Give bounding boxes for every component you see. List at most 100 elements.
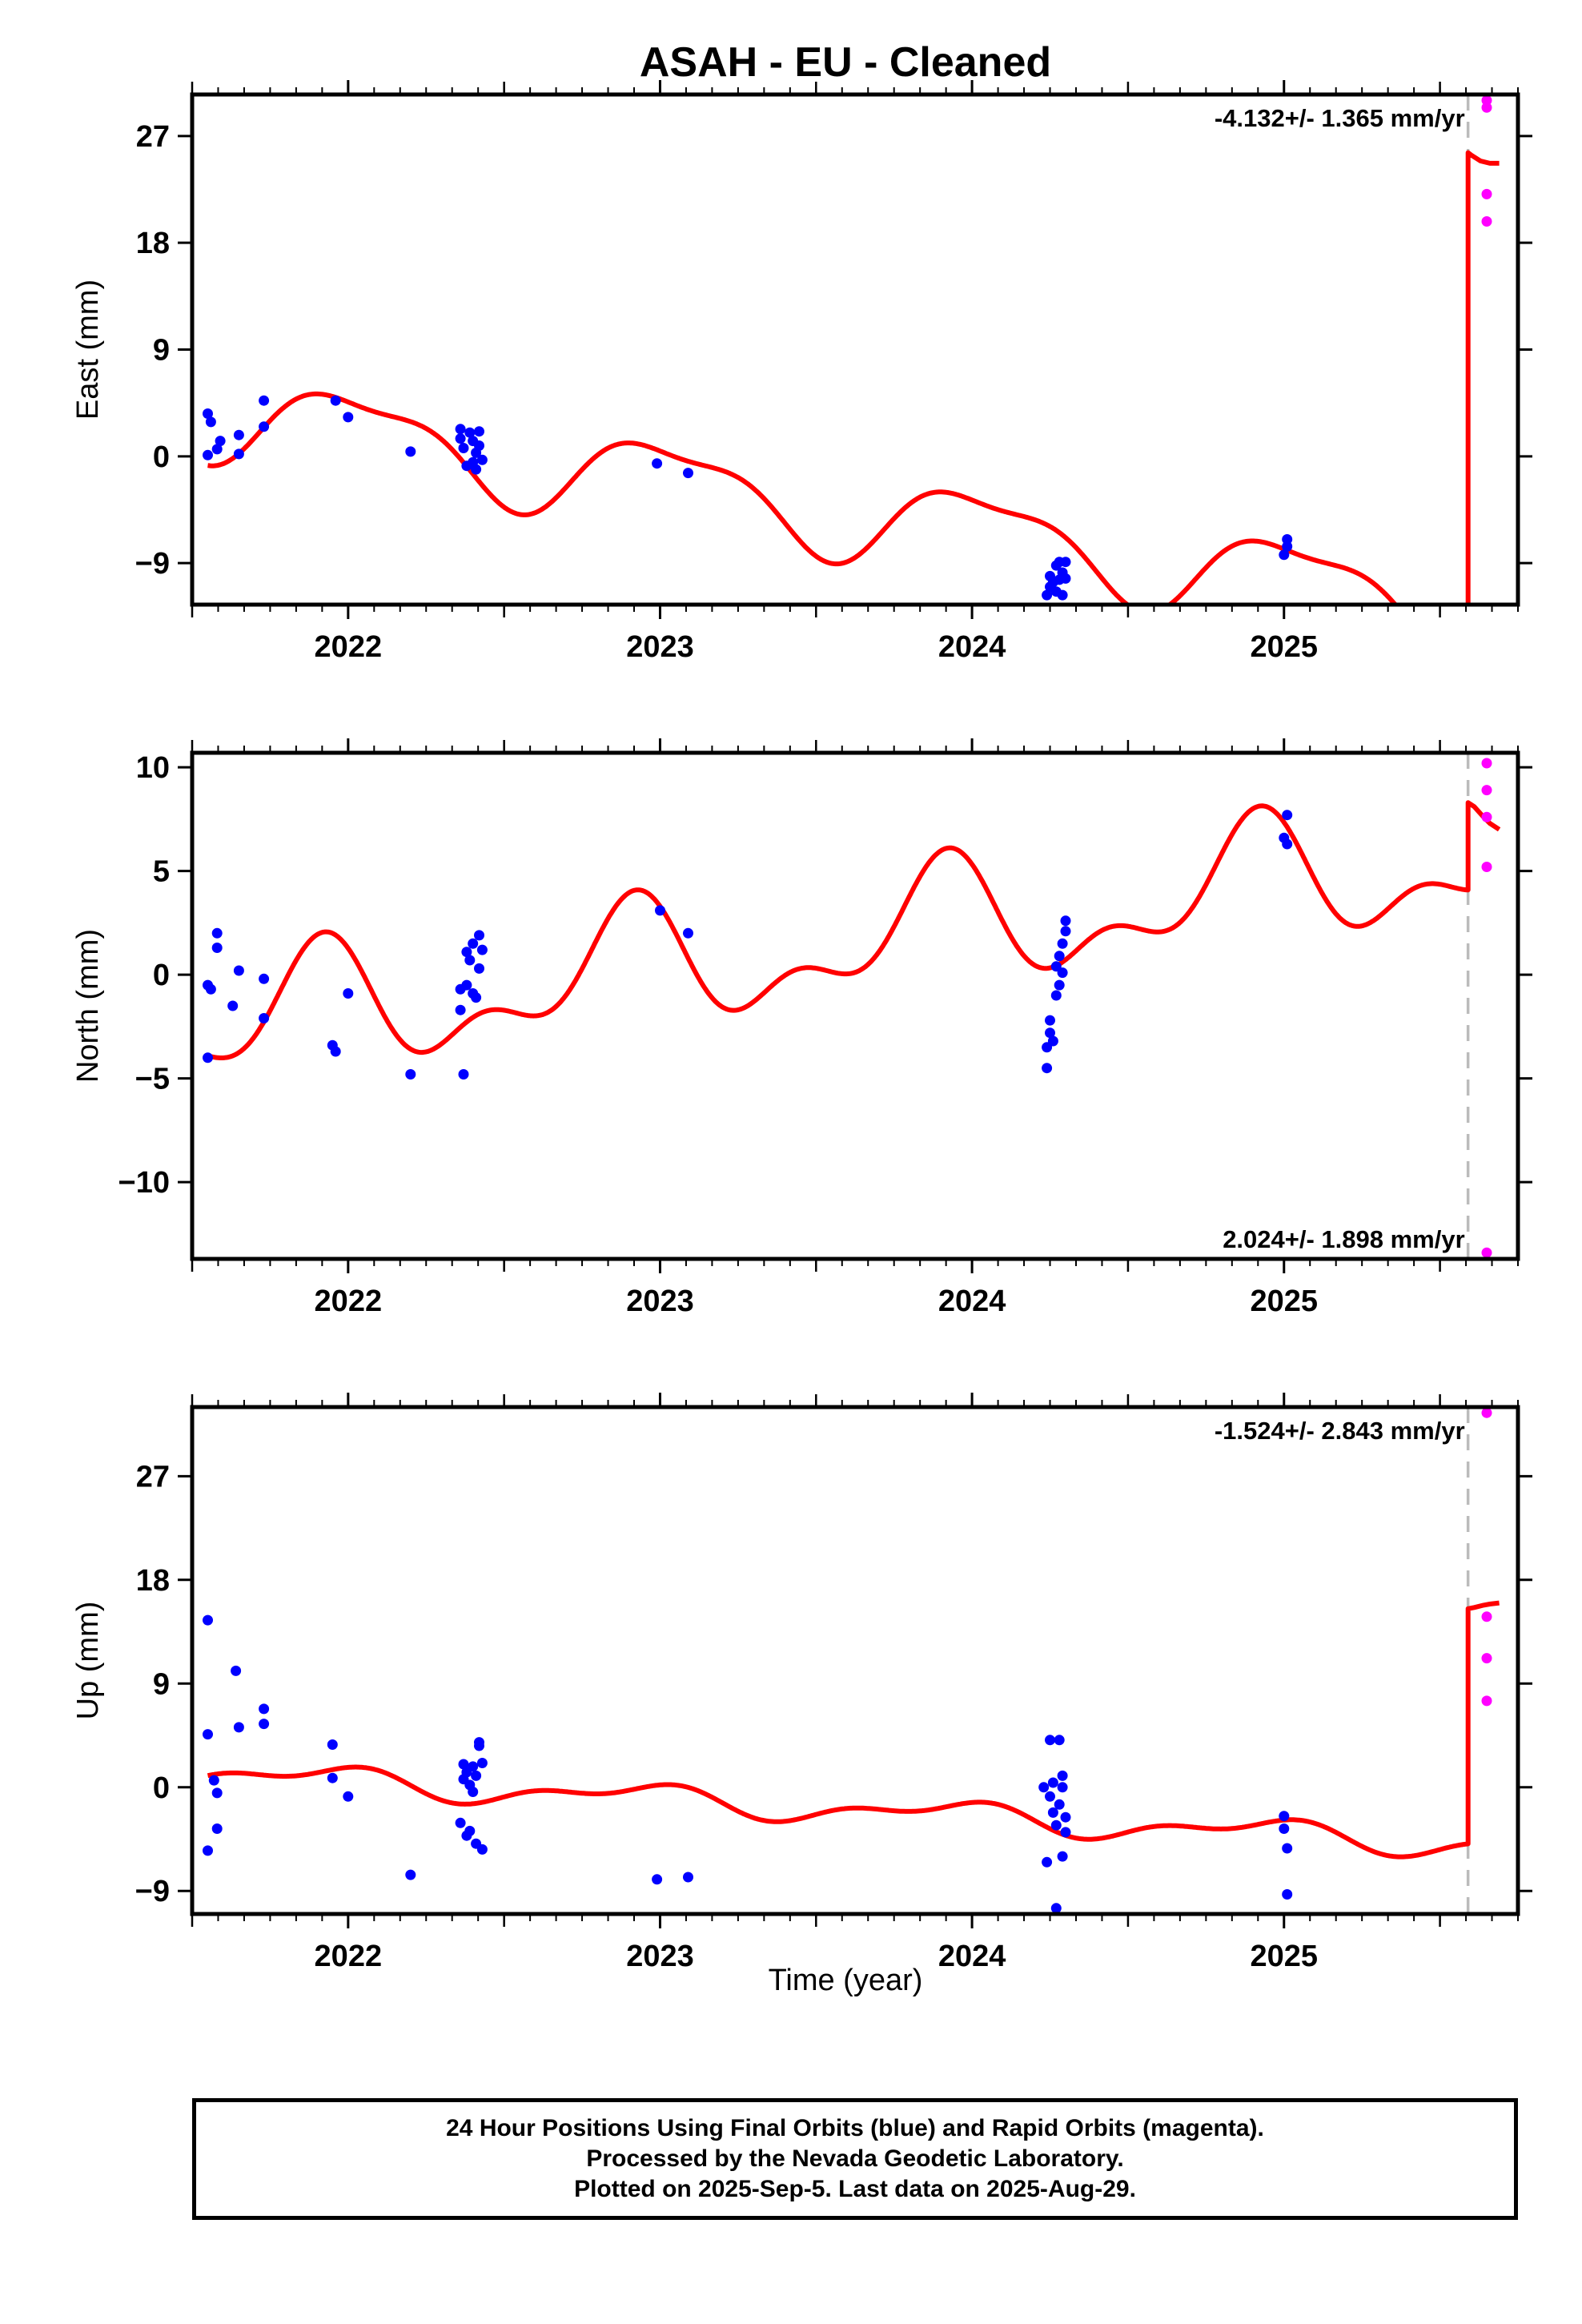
north-data-point (259, 1013, 270, 1023)
up-data-point (208, 1775, 219, 1786)
north-data-point (343, 988, 354, 999)
north-data-point (1045, 1027, 1055, 1039)
up-data-point (211, 1787, 223, 1799)
north-data-point (1481, 758, 1492, 769)
up-data-point (476, 1758, 488, 1768)
north-plot-frame (190, 750, 1520, 1261)
east-data-point (1282, 541, 1293, 552)
east-data-point (1060, 573, 1071, 584)
north-data-point (683, 927, 693, 939)
east-data-point (1060, 557, 1071, 568)
up-series-rapid (1481, 1407, 1492, 1707)
east-data-point (683, 468, 693, 479)
up-y-axis-label: Up (mm) (71, 1602, 105, 1720)
up-data-point (1047, 1777, 1058, 1788)
up-data-point (327, 1772, 338, 1783)
up-data-point (474, 1737, 484, 1748)
up-x-tick-label: 2024 (938, 1940, 1006, 1973)
up-y-tick-label: 27 (136, 1460, 170, 1494)
up-data-point (1057, 1782, 1068, 1793)
caption-line-1: 24 Hour Positions Using Final Orbits (bl… (446, 2115, 1264, 2141)
north-data-point (655, 905, 665, 916)
up-data-point (1279, 1823, 1290, 1834)
east-data-point (1279, 549, 1290, 561)
up-data-point (1481, 1695, 1492, 1707)
up-data-point (1042, 1856, 1053, 1868)
up-data-point (1279, 1811, 1290, 1822)
north-panel: 2022 2023 2024 2025 −10 −5 0 5 10 North (mm) 2.024… (71, 738, 1532, 1318)
east-data-point (471, 464, 482, 475)
up-x-tick-label: 2025 (1250, 1940, 1318, 1973)
up-data-point (652, 1874, 663, 1885)
up-data-point (203, 1614, 213, 1626)
east-panel: 2022 2023 2024 2025 −9 0 9 18 27 East (mm) -4.132+… (71, 80, 1532, 664)
north-y-tick-label: 10 (136, 751, 170, 785)
east-data-point (476, 454, 488, 465)
east-data-point (1481, 188, 1492, 199)
east-x-tick-label: 2022 (315, 630, 383, 664)
north-data-point (1054, 979, 1065, 991)
north-data-point (1047, 1035, 1058, 1047)
east-x-tick-label: 2023 (626, 630, 694, 664)
east-data-point (259, 421, 270, 432)
up-data-point (327, 1739, 338, 1750)
north-y-tick-label: 0 (153, 959, 170, 992)
east-data-point (215, 436, 226, 447)
east-data-point (259, 395, 270, 406)
east-y-tick-label: 9 (153, 334, 170, 368)
east-data-point (1282, 534, 1293, 545)
chart-panels: 2022 2023 2024 2025 −9 0 9 18 27 East (mm) -4.132+… (71, 80, 1532, 1973)
east-rate-label: -4.132+/- 1.365 mm/yr (1215, 104, 1465, 132)
north-series-rapid (1481, 758, 1492, 1258)
north-data-point (330, 1046, 341, 1057)
up-data-point (259, 1719, 270, 1730)
north-data-point (203, 1052, 213, 1063)
east-data-point (474, 440, 484, 451)
up-data-point (1282, 1843, 1293, 1854)
up-data-point (1057, 1770, 1068, 1781)
north-data-point (233, 965, 244, 976)
up-data-point (1050, 1903, 1062, 1914)
up-data-point (1054, 1799, 1065, 1810)
north-data-point (464, 955, 476, 966)
caption-line-2: Processed by the Nevada Geodetic Laborat… (586, 2145, 1124, 2172)
north-data-point (461, 947, 472, 958)
east-data-point (652, 458, 663, 469)
north-data-point (471, 992, 482, 1003)
up-data-point (1054, 1735, 1065, 1746)
east-x-tick-label: 2024 (938, 630, 1006, 664)
north-data-point (211, 927, 223, 939)
east-data-point (205, 416, 216, 428)
up-x-tick-label: 2022 (315, 1940, 383, 1973)
east-data-point (330, 395, 341, 406)
east-plot-frame (190, 92, 1520, 607)
east-data-point (1057, 589, 1068, 601)
north-model-curve (207, 800, 1501, 1060)
east-y-tick-label: 18 (136, 227, 170, 260)
east-data-point (343, 412, 354, 423)
east-series-final (203, 395, 1293, 601)
east-data-point (1042, 589, 1053, 601)
north-y-tick-label: −10 (118, 1166, 170, 1200)
east-model-group (207, 150, 1500, 605)
east-data-point (211, 444, 223, 455)
north-data-point (259, 973, 270, 984)
up-data-point (203, 1729, 213, 1740)
east-data-point (233, 448, 244, 460)
up-data-point (259, 1703, 270, 1715)
north-data-point (474, 963, 484, 974)
caption-box: 24 Hour Positions Using Final Orbits (bl… (192, 2098, 1518, 2220)
north-x-tick-label: 2022 (315, 1285, 383, 1318)
north-data-point (1481, 1247, 1492, 1258)
east-data-point (203, 449, 213, 460)
x-axis-label: Time (year) (769, 1964, 923, 1997)
caption-line-3: Plotted on 2025-Sep-5. Last data on 2025… (574, 2176, 1136, 2202)
north-data-point (476, 944, 488, 955)
up-data-point (471, 1770, 482, 1781)
north-data-point (1050, 990, 1062, 1001)
up-data-point (1060, 1811, 1071, 1823)
up-y-tick-label: 9 (153, 1667, 170, 1701)
north-data-point (1282, 810, 1293, 821)
east-x-tick-label: 2025 (1250, 630, 1318, 664)
